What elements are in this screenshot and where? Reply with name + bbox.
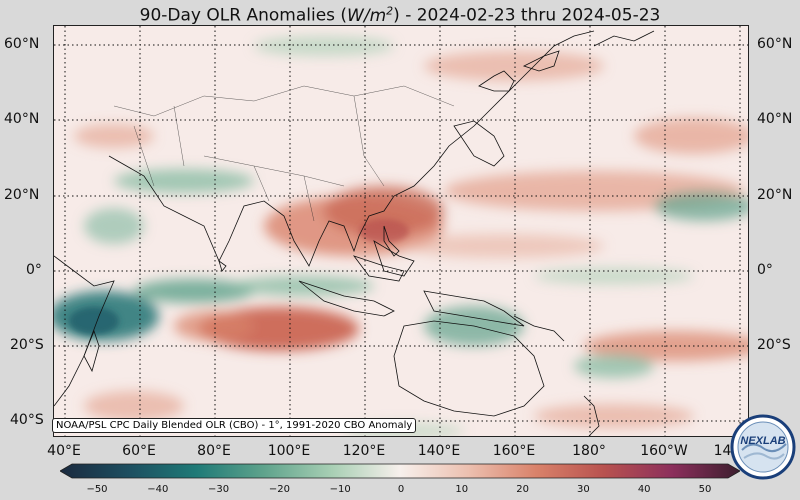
title-unit: W/m2 [347, 4, 394, 26]
lon-label: 160°W [640, 443, 688, 459]
lon-label: 60°E [122, 443, 156, 459]
lat-label-left: 60°N [4, 36, 40, 52]
colorbar-tick-label: 0 [397, 484, 405, 495]
colorbar-tick-label: −10 [329, 484, 351, 495]
lat-label-right: 0° [757, 262, 773, 278]
map-area [53, 25, 749, 437]
colorbar-tick-label: 50 [698, 484, 712, 495]
colorbar [60, 463, 740, 479]
lon-label: 140°E [417, 443, 461, 459]
lon-label: 120°E [342, 443, 386, 459]
colorbar-tick-label: 30 [577, 484, 590, 495]
coastlines [54, 30, 655, 436]
colorbar-tick-label: 20 [516, 484, 529, 495]
lat-label-right: 60°N [757, 36, 793, 52]
colorbar-tick-label: −40 [147, 484, 169, 495]
colorbar-tick-label: 40 [637, 484, 651, 495]
lon-label: 80°E [197, 443, 231, 459]
colorbar-tick-label: 10 [455, 484, 469, 495]
nexlab-logo: NEXLAB [730, 414, 796, 480]
lat-label-left: 40°N [4, 111, 40, 127]
map-title: 90-Day OLR Anomalies (W/m2) - 2024-02-23… [0, 0, 800, 27]
lat-label-right: 20°N [757, 187, 793, 203]
title-prefix: 90-Day OLR Anomalies ( [139, 5, 348, 26]
lat-label-left: 20°S [10, 337, 44, 353]
source-note: NOAA/PSL CPC Daily Blended OLR (CBO) - 1… [52, 418, 417, 433]
lon-label: 40°E [47, 443, 81, 459]
title-suffix: ) - 2024-02-23 thru 2024-05-23 [393, 5, 661, 26]
colorbar-tick-label: −50 [86, 484, 108, 495]
lon-label: 180° [572, 443, 606, 459]
lon-label: 160°E [492, 443, 536, 459]
colorbar-tick-label: −30 [208, 484, 230, 495]
anomaly-field [54, 26, 748, 436]
lat-label-left: 20°N [4, 187, 40, 203]
lon-label: 100°E [267, 443, 311, 459]
colorbar-tick-label: −20 [268, 484, 290, 495]
lat-label-right: 40°N [757, 111, 793, 127]
lat-label-left: 0° [26, 262, 42, 278]
logo-text: NEXLAB [740, 435, 785, 447]
lat-label-right: 20°S [757, 337, 791, 353]
lat-label-left: 40°S [10, 412, 44, 428]
